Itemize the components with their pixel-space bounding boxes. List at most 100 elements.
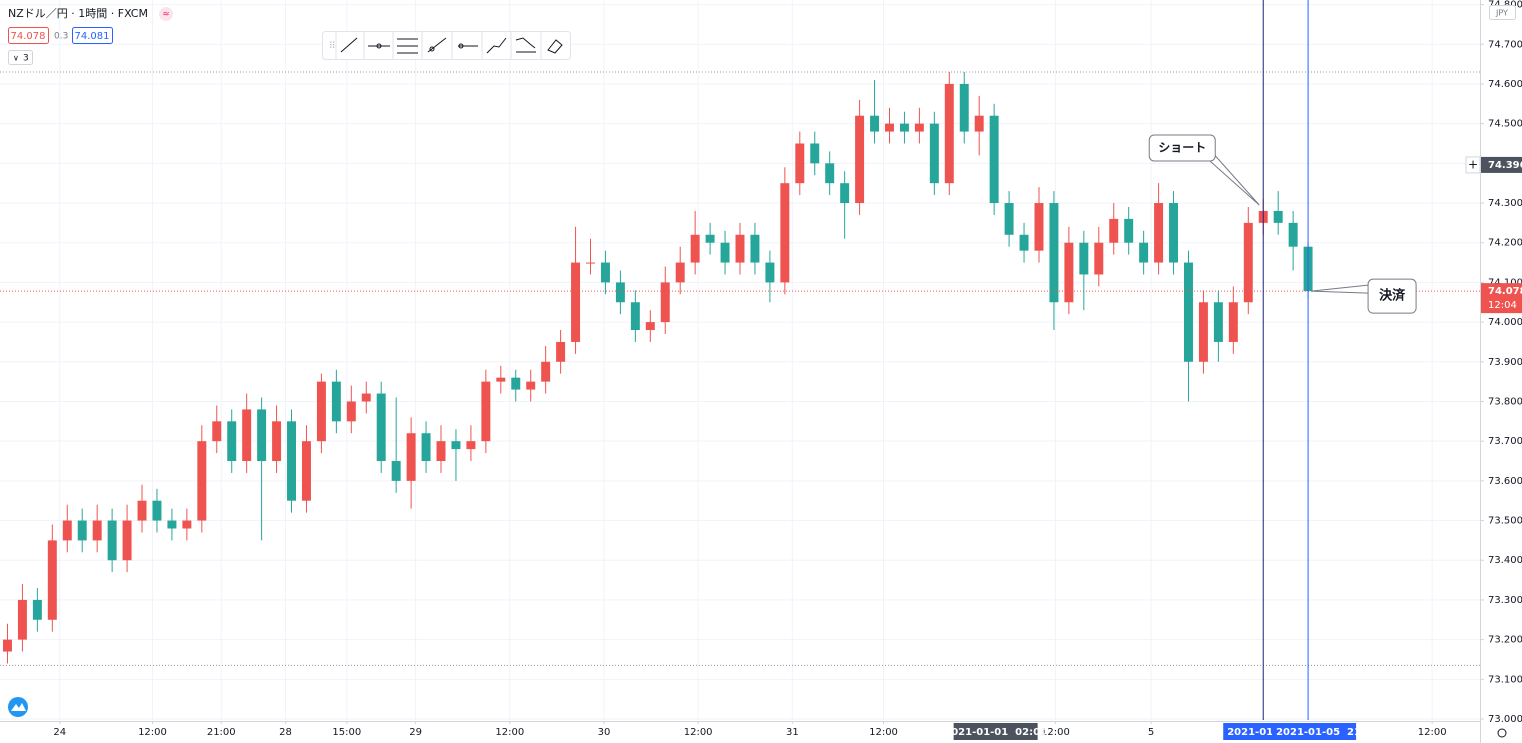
candle-body: [885, 123, 894, 132]
candle-body: [77, 520, 87, 541]
candle-body: [227, 421, 237, 462]
crosshair-plus-box: [1465, 156, 1481, 174]
marker-label-box: [1272, 723, 1357, 740]
candle-body: [212, 421, 222, 442]
candle-body: [899, 123, 909, 132]
y-tick-label: 73.000: [1488, 714, 1522, 725]
candle-body: [750, 234, 760, 263]
marker-label: 2021-01-05: [1227, 727, 1291, 738]
candle-body: [436, 441, 446, 462]
y-tick-label: 74.600: [1488, 79, 1522, 90]
candle-body: [645, 322, 655, 331]
candle-body: [272, 421, 282, 462]
candle-body: [929, 123, 939, 184]
sell-box[interactable]: [8, 27, 49, 44]
callout-text: 決済: [1379, 288, 1406, 304]
x-tick-label: 12:00: [138, 727, 167, 738]
buy-box[interactable]: [72, 27, 113, 44]
candle-body: [1273, 210, 1283, 223]
candle-body: [1228, 302, 1238, 342]
candle-body: [825, 163, 835, 184]
candle-body: [571, 262, 581, 342]
indicator-toggle[interactable]: [8, 50, 33, 65]
crosshair-price-box: [1481, 156, 1522, 173]
x-tick-label: 5: [1148, 727, 1154, 738]
candle-body: [1094, 242, 1104, 275]
y-tick-label: 73.300: [1488, 595, 1522, 606]
x-tick-label: 12:00: [684, 727, 713, 738]
candle-body: [720, 242, 730, 263]
x-tick-label: 12:00: [1418, 727, 1447, 738]
y-tick-label: 73.700: [1488, 436, 1522, 447]
candle-body: [1004, 203, 1014, 235]
x-tick-label: 12:00: [495, 727, 524, 738]
countdown: 12:04: [1488, 300, 1517, 311]
candle-body: [705, 234, 715, 243]
candle-body: [840, 183, 850, 204]
tool-ray[interactable]: [427, 37, 447, 53]
y-tick-label: 73.600: [1488, 476, 1522, 487]
candle-body: [62, 520, 72, 541]
candle-body: [466, 441, 476, 450]
candle-body: [690, 234, 700, 263]
y-tick-label: 73.400: [1488, 555, 1522, 566]
sell-price: 74.078: [11, 31, 46, 42]
callout-text: ショート: [1158, 140, 1206, 154]
candle-body: [660, 282, 670, 323]
candle-body: [765, 262, 775, 283]
tool-ray-dot: [429, 46, 435, 52]
candle-body: [451, 441, 461, 450]
currency-box[interactable]: [1489, 5, 1516, 20]
candle-body: [92, 520, 102, 541]
candle-body: [944, 83, 954, 184]
candle-body: [600, 262, 610, 283]
y-tick-label: 73.900: [1488, 357, 1522, 368]
candle-body: [780, 183, 790, 283]
callout-pointer: [1202, 148, 1260, 206]
candle-body: [137, 500, 147, 521]
y-tick-label: 74.000: [1488, 317, 1522, 328]
crosshair-price: 74.396: [1488, 160, 1522, 171]
candle-body: [1213, 302, 1223, 342]
highlight-tick-box: [953, 723, 1038, 740]
candle-body: [1124, 218, 1134, 243]
candle-body: [526, 381, 536, 390]
candle-body: [630, 302, 640, 331]
y-tick-label: 73.200: [1488, 635, 1522, 646]
x-tick-label: 12:00: [869, 727, 898, 738]
candle-body: [541, 361, 551, 382]
status-icon: [159, 7, 173, 21]
currency: JPY: [1495, 9, 1508, 18]
candle-body: [197, 441, 207, 521]
candle-body: [2, 639, 12, 652]
tool-trendline[interactable]: [340, 37, 358, 53]
candle-body: [1064, 242, 1074, 303]
x-tick-label: 30: [598, 727, 611, 738]
candle-body: [316, 381, 326, 442]
tv-logo-glyph: [11, 703, 26, 711]
tool-fib[interactable]: [515, 37, 536, 49]
symbol-title: NZドル／円 · 1時間 · FXCM: [8, 7, 148, 20]
x-tick-label: 15:00: [332, 727, 361, 738]
x-tick-label: 29: [409, 727, 422, 738]
settings-icon[interactable]: [1497, 728, 1507, 738]
drawing-toolbar: ⠿: [322, 31, 571, 60]
tool-path[interactable]: [486, 37, 507, 54]
candle-body: [122, 520, 132, 561]
candle-body: [675, 262, 685, 283]
candle-body: [615, 282, 625, 303]
candle-body: [361, 393, 371, 402]
candle-body: [1019, 234, 1029, 251]
candle-body: [496, 377, 506, 382]
candle-body: [1049, 203, 1059, 303]
tool-eraser[interactable]: [547, 39, 563, 54]
y-tick-label: 74.500: [1488, 119, 1522, 130]
tool-hline-dot: [376, 43, 382, 49]
candle-body: [346, 401, 356, 422]
candle-body: [974, 115, 984, 132]
candle-body: [1169, 203, 1179, 263]
candle-body: [556, 341, 566, 362]
annotation: 決済: [1311, 278, 1417, 314]
